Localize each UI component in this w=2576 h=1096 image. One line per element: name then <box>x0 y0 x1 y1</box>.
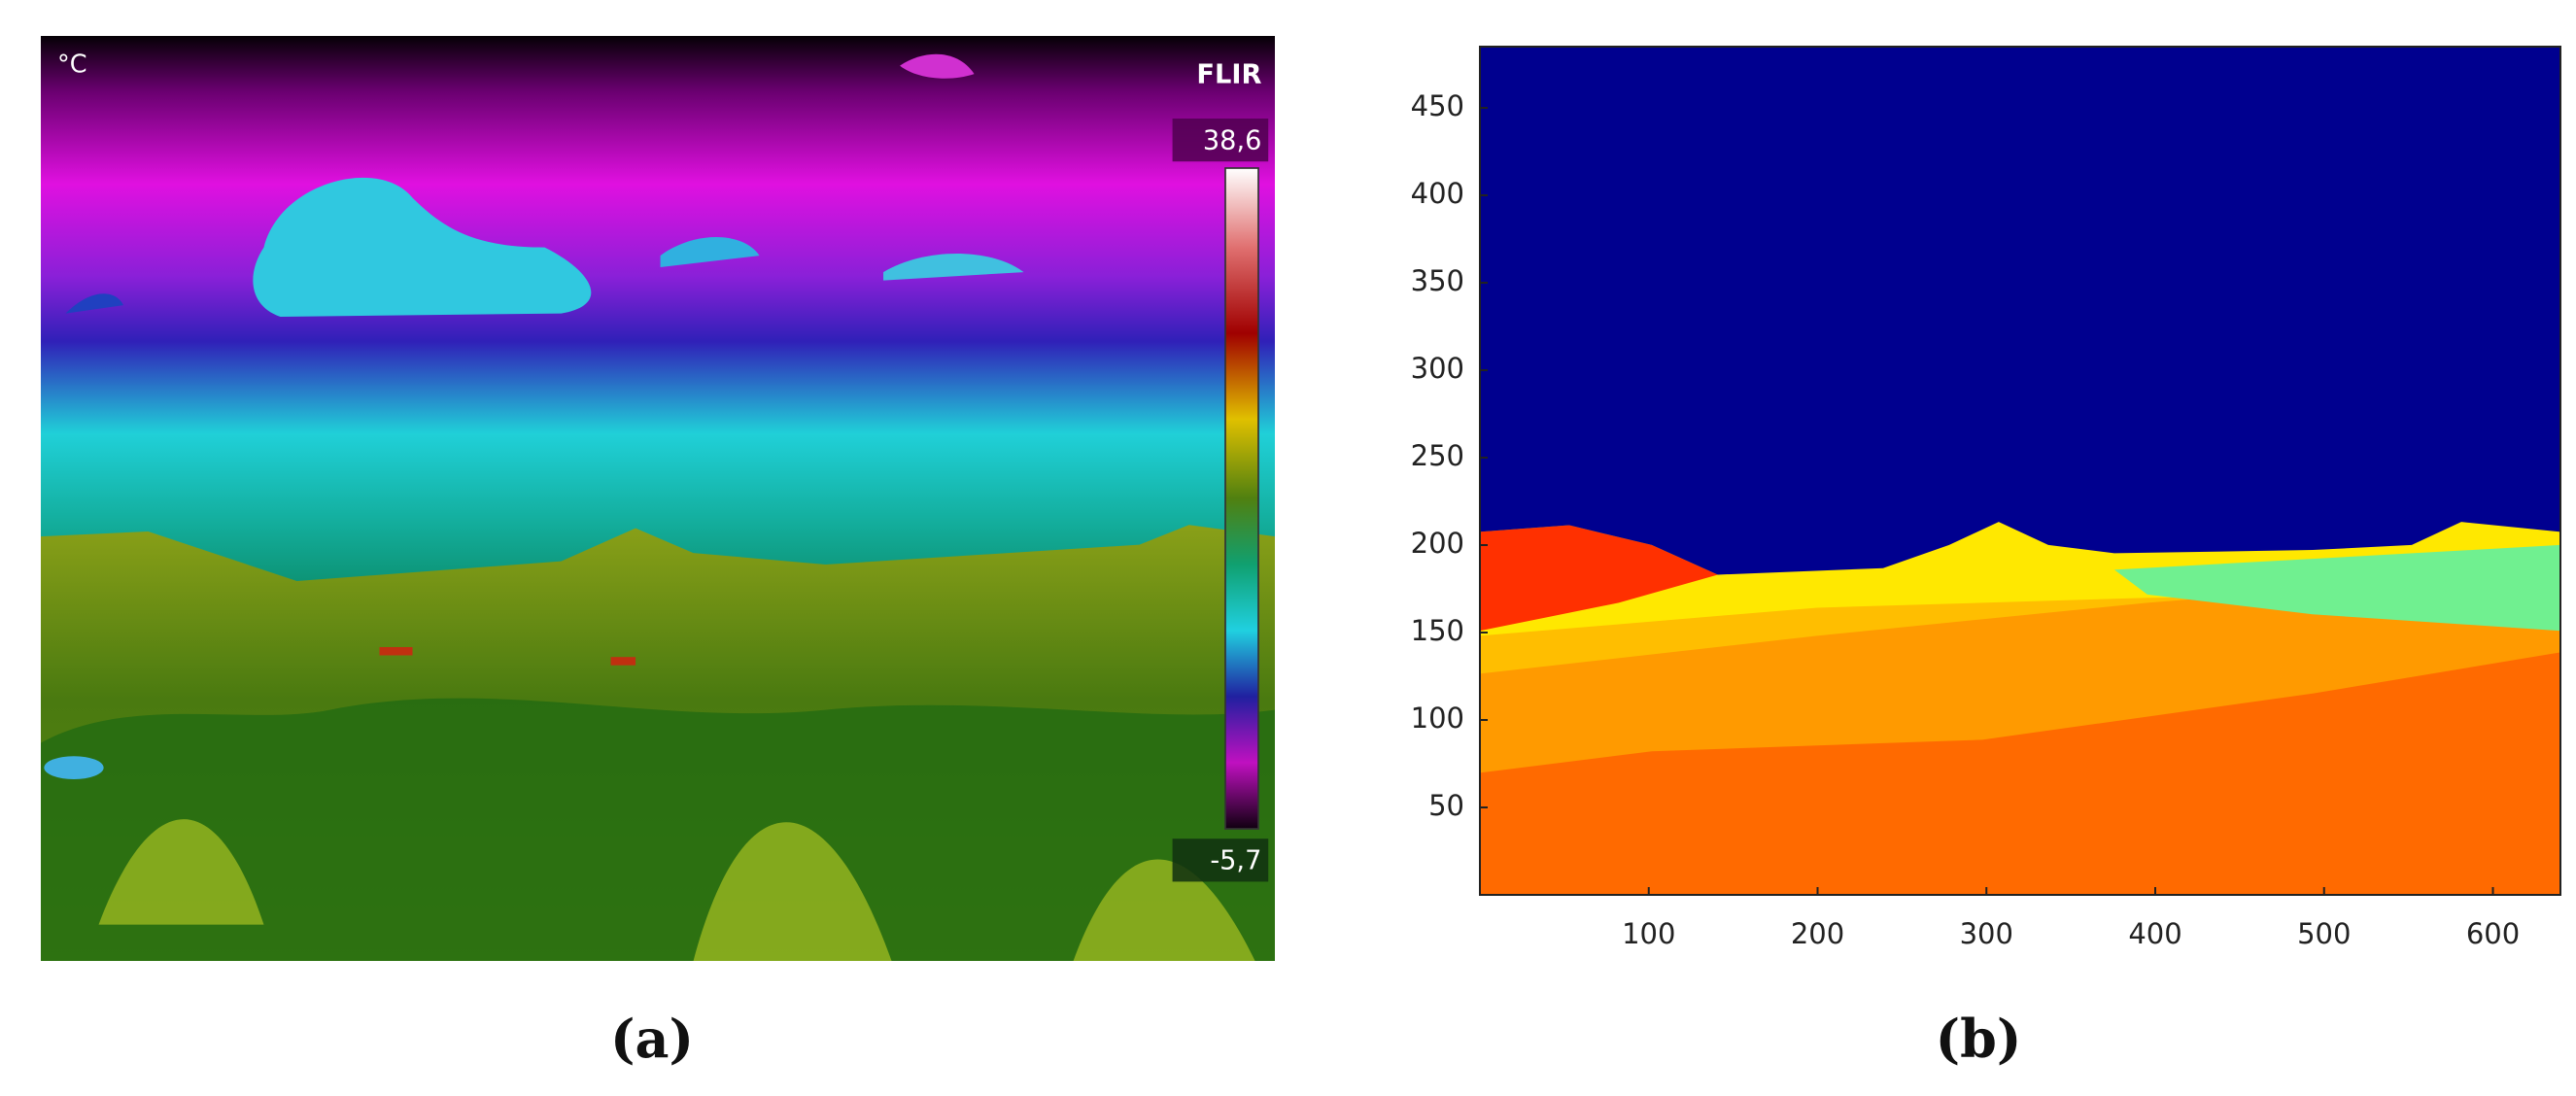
y-tick-label: 350 <box>1411 264 1464 297</box>
y-tick-label: 250 <box>1411 439 1464 472</box>
scale-max: 38,6 <box>1203 125 1262 155</box>
panel-label: (a) <box>610 1008 694 1070</box>
y-tick-label: 150 <box>1411 614 1464 647</box>
y-tick-label: 200 <box>1411 527 1464 560</box>
depth-map <box>1480 47 2560 895</box>
y-tick-label: 450 <box>1411 89 1464 122</box>
scale-min: -5,7 <box>1210 846 1261 876</box>
y-tick-label: 400 <box>1411 177 1464 210</box>
thermal-image: °C FLIR 38,6 -5,7 <box>41 36 1275 961</box>
brand-logo: FLIR <box>1196 59 1261 89</box>
x-tick-label: 300 <box>1960 917 2013 950</box>
unit-label: °C <box>57 51 87 80</box>
y-tick-label: 50 <box>1428 789 1464 822</box>
y-tick-label: 100 <box>1411 702 1464 735</box>
y-tick-label: 300 <box>1411 352 1464 385</box>
plot-frame <box>1479 46 2561 896</box>
x-tick-label: 600 <box>2466 917 2520 950</box>
x-tick-label: 200 <box>1791 917 1844 950</box>
x-tick-label: 500 <box>2297 917 2351 950</box>
x-tick-label: 100 <box>1622 917 1675 950</box>
x-tick-label: 400 <box>2128 917 2181 950</box>
panel-label: (b) <box>1936 1008 2022 1070</box>
